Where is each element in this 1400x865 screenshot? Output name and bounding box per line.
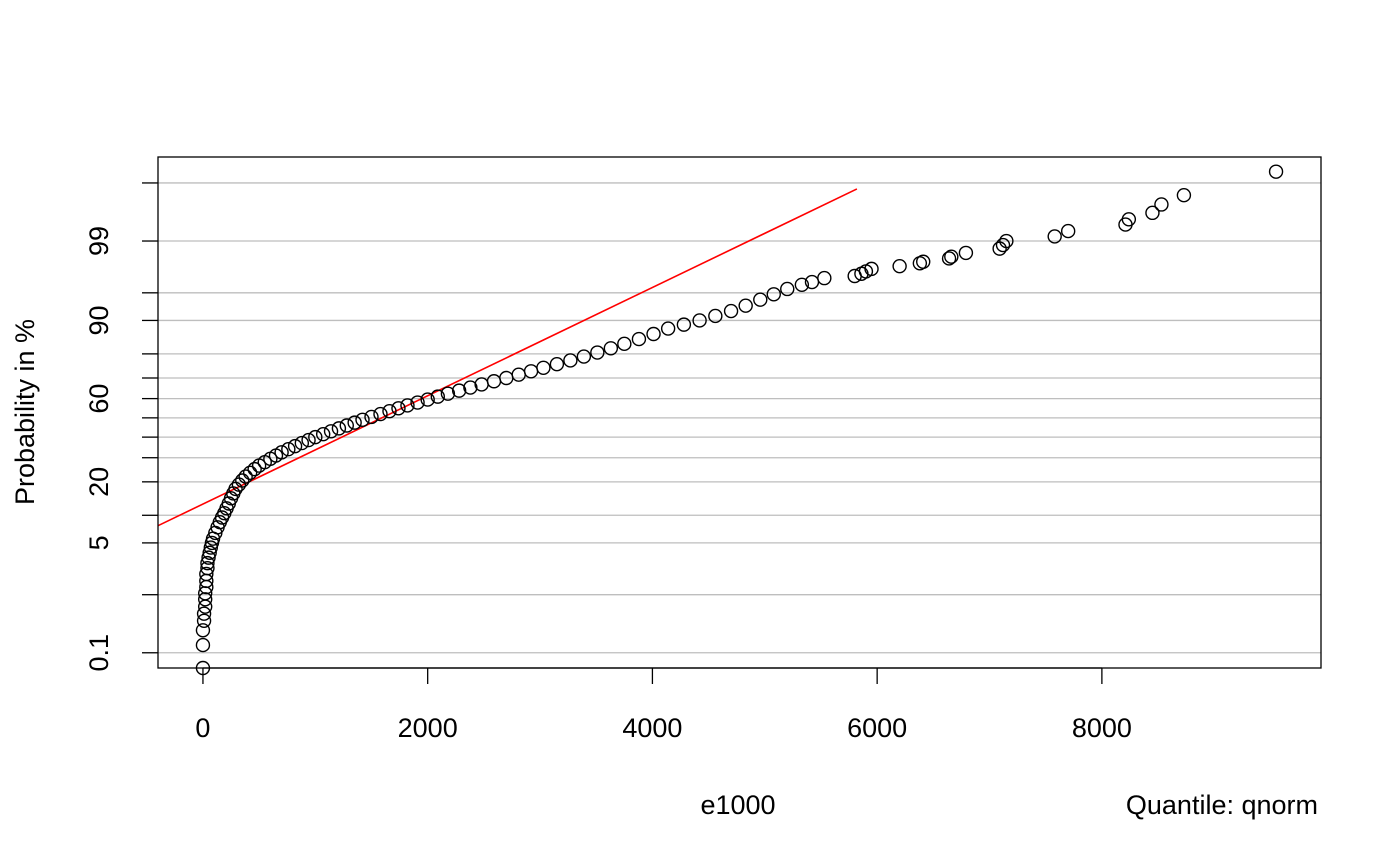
data-point bbox=[315, 426, 331, 442]
y-tick-label: 99 bbox=[84, 226, 114, 256]
data-point bbox=[463, 380, 478, 395]
data-point bbox=[355, 412, 370, 427]
y-tick-label: 90 bbox=[84, 305, 114, 335]
data-point bbox=[563, 353, 578, 368]
data-point bbox=[238, 469, 253, 484]
data-point bbox=[1060, 223, 1076, 239]
data-point bbox=[958, 245, 974, 261]
data-point bbox=[536, 360, 551, 375]
data-point bbox=[301, 432, 316, 448]
data-point bbox=[247, 461, 262, 477]
data-point bbox=[708, 308, 723, 324]
data-point bbox=[1154, 197, 1169, 212]
data-point bbox=[200, 560, 215, 576]
data-point bbox=[864, 261, 879, 277]
data-point bbox=[603, 341, 619, 356]
data-point bbox=[766, 287, 781, 302]
y-tick-label: 0.1 bbox=[84, 634, 114, 672]
grid-lines bbox=[158, 182, 1321, 654]
quantile-annotation: Quantile: qnorm bbox=[1126, 790, 1318, 820]
data-point bbox=[523, 364, 539, 379]
data-point bbox=[1145, 205, 1160, 221]
data-point bbox=[308, 429, 323, 445]
data-point bbox=[410, 395, 425, 410]
data-point bbox=[944, 249, 959, 264]
x-tick-label: 2000 bbox=[398, 713, 458, 743]
data-point bbox=[738, 298, 753, 313]
data-point bbox=[196, 613, 212, 628]
data-point bbox=[474, 377, 489, 392]
data-point bbox=[364, 409, 379, 425]
x-axis-title: e1000 bbox=[700, 790, 775, 820]
x-axis: 0 2000 4000 6000 8000 bbox=[195, 667, 1132, 743]
data-point bbox=[294, 435, 310, 451]
data-point bbox=[794, 277, 810, 292]
y-axis-title: Probability in % bbox=[10, 319, 40, 505]
fit-line-group bbox=[158, 188, 858, 527]
data-point bbox=[617, 336, 632, 352]
data-point bbox=[274, 445, 289, 460]
data-point bbox=[339, 418, 354, 433]
data-point bbox=[999, 233, 1014, 249]
data-point bbox=[196, 606, 212, 621]
data-point bbox=[992, 241, 1007, 256]
data-point bbox=[331, 421, 347, 436]
data-point bbox=[486, 374, 502, 389]
data-point bbox=[235, 473, 250, 488]
data-point bbox=[590, 345, 605, 360]
data-point bbox=[451, 383, 467, 398]
data-point bbox=[440, 386, 456, 401]
x-tick-label: 6000 bbox=[847, 713, 907, 743]
data-point bbox=[941, 251, 957, 266]
data-point bbox=[201, 550, 216, 565]
data-point bbox=[242, 465, 258, 480]
data-point bbox=[817, 270, 832, 286]
data-point bbox=[200, 555, 215, 571]
data-point bbox=[373, 406, 388, 422]
plot-frame bbox=[157, 156, 1322, 669]
data-point bbox=[382, 403, 397, 419]
data-point bbox=[1268, 164, 1284, 179]
data-point bbox=[391, 401, 406, 416]
data-point bbox=[1121, 212, 1137, 227]
y-tick-label: 5 bbox=[84, 535, 114, 550]
data-point bbox=[995, 237, 1011, 253]
data-point bbox=[660, 321, 676, 336]
data-point bbox=[347, 415, 362, 430]
data-point bbox=[287, 438, 303, 454]
data-point bbox=[631, 331, 647, 347]
y-axis: 0.1 5 20 60 90 99 bbox=[84, 182, 158, 672]
fit-line bbox=[158, 188, 858, 527]
data-point bbox=[692, 313, 707, 328]
data-point bbox=[723, 303, 739, 319]
data-point bbox=[511, 367, 526, 382]
data-point bbox=[199, 566, 214, 582]
x-tick-label: 4000 bbox=[622, 713, 682, 743]
data-point bbox=[676, 317, 692, 332]
data-point bbox=[195, 637, 211, 653]
data-point bbox=[1047, 229, 1062, 244]
y-tick-label: 20 bbox=[84, 467, 114, 497]
data-point bbox=[202, 545, 217, 560]
data-point bbox=[646, 326, 661, 342]
x-tick-label: 8000 bbox=[1072, 713, 1132, 743]
data-point bbox=[780, 281, 795, 297]
data-point bbox=[753, 292, 768, 307]
data-point bbox=[195, 623, 211, 638]
data-point bbox=[892, 258, 907, 274]
x-tick-label: 0 bbox=[195, 713, 210, 743]
data-point bbox=[576, 349, 592, 364]
data-point bbox=[400, 398, 415, 413]
data-point bbox=[549, 356, 565, 372]
data-point bbox=[916, 254, 931, 269]
data-point bbox=[430, 389, 445, 404]
data-point bbox=[1176, 188, 1192, 203]
data-point bbox=[281, 442, 296, 457]
y-tick-label: 60 bbox=[84, 384, 114, 414]
data-points bbox=[195, 164, 1284, 676]
data-point bbox=[420, 392, 435, 407]
data-point bbox=[323, 424, 339, 439]
